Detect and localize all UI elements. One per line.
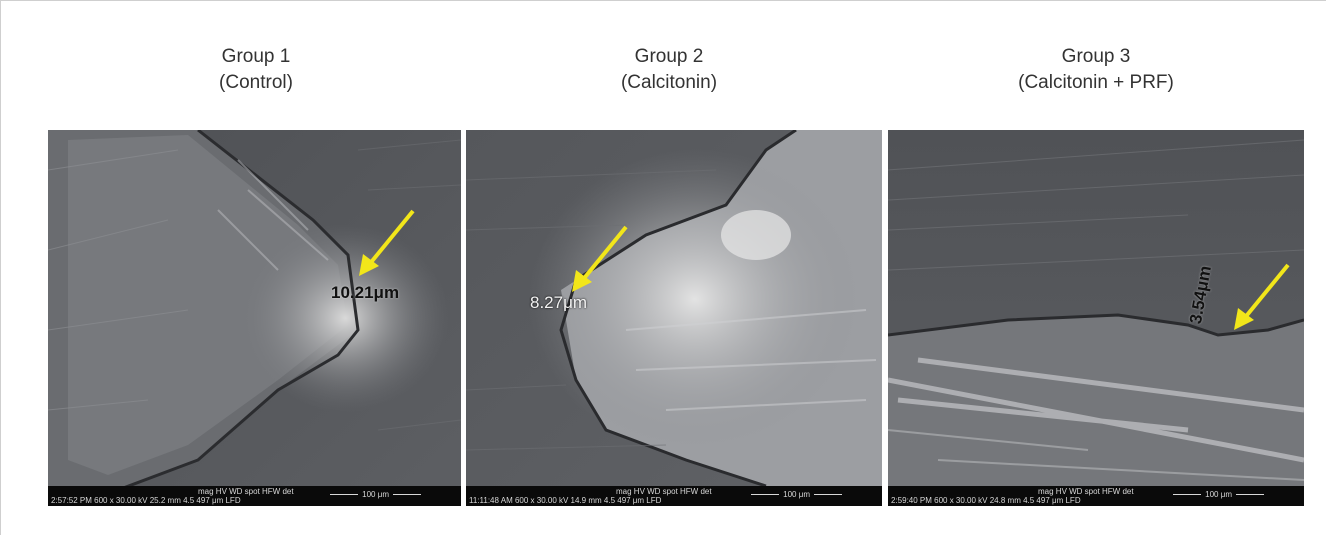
sem-databar-1: mag HV WD spot HFW det 2:57:52 PM 600 x …	[48, 486, 461, 506]
sem-databar-2: mag HV WD spot HFW det 11:11:48 AM 600 x…	[466, 486, 882, 506]
databar-header-3: mag HV WD spot HFW det	[1038, 487, 1134, 496]
measurement-label-2: 8.27μm	[530, 293, 588, 312]
arrow-icon	[1234, 263, 1290, 330]
scale-label-2: 100 μm	[783, 490, 810, 499]
sem-image-group-1: 10.21μm mag HV WD spot HFW det 2:57:52 P…	[48, 130, 461, 506]
group-2-subtitle: (Calcitonin)	[620, 72, 718, 93]
group-1-caption: Group 1 (Control)	[106, 44, 406, 96]
group-1-subtitle: (Control)	[219, 72, 293, 93]
scale-bar-1: 100 μm	[330, 490, 421, 499]
scale-label-1: 100 μm	[362, 490, 389, 499]
sem-micrograph-3	[888, 130, 1304, 506]
measurement-label-1: 10.21μm	[331, 283, 400, 302]
sem-micrograph-2	[466, 130, 882, 506]
databar-values-2: 11:11:48 AM 600 x 30.00 kV 14.9 mm 4.5 4…	[469, 496, 662, 505]
group-2-caption: Group 2 (Calcitonin)	[519, 44, 819, 96]
databar-values-3: 2:59:40 PM 600 x 30.00 kV 24.8 mm 4.5 49…	[891, 496, 1081, 505]
group-3-subtitle: (Calcitonin + PRF)	[1018, 72, 1174, 93]
arrow-icon	[359, 209, 415, 276]
group-3-caption: Group 3 (Calcitonin + PRF)	[946, 44, 1246, 96]
sem-micrograph-1	[48, 130, 461, 506]
scale-label-3: 100 μm	[1205, 490, 1232, 499]
arrow-icon	[572, 225, 628, 292]
databar-values-1: 2:57:52 PM 600 x 30.00 kV 25.2 mm 4.5 49…	[51, 496, 241, 505]
sem-image-group-3: 3.54μm mag HV WD spot HFW det 2:59:40 PM…	[888, 130, 1304, 506]
group-2-title: Group 2	[634, 46, 704, 67]
scale-bar-3: 100 μm	[1173, 490, 1264, 499]
group-1-title: Group 1	[221, 46, 291, 67]
sem-databar-3: mag HV WD spot HFW det 2:59:40 PM 600 x …	[888, 486, 1304, 506]
group-3-title: Group 3	[1061, 46, 1131, 67]
sem-image-group-2: 8.27μm mag HV WD spot HFW det 11:11:48 A…	[466, 130, 882, 506]
databar-header-1: mag HV WD spot HFW det	[198, 487, 294, 496]
scale-bar-2: 100 μm	[751, 490, 842, 499]
databar-header-2: mag HV WD spot HFW det	[616, 487, 712, 496]
